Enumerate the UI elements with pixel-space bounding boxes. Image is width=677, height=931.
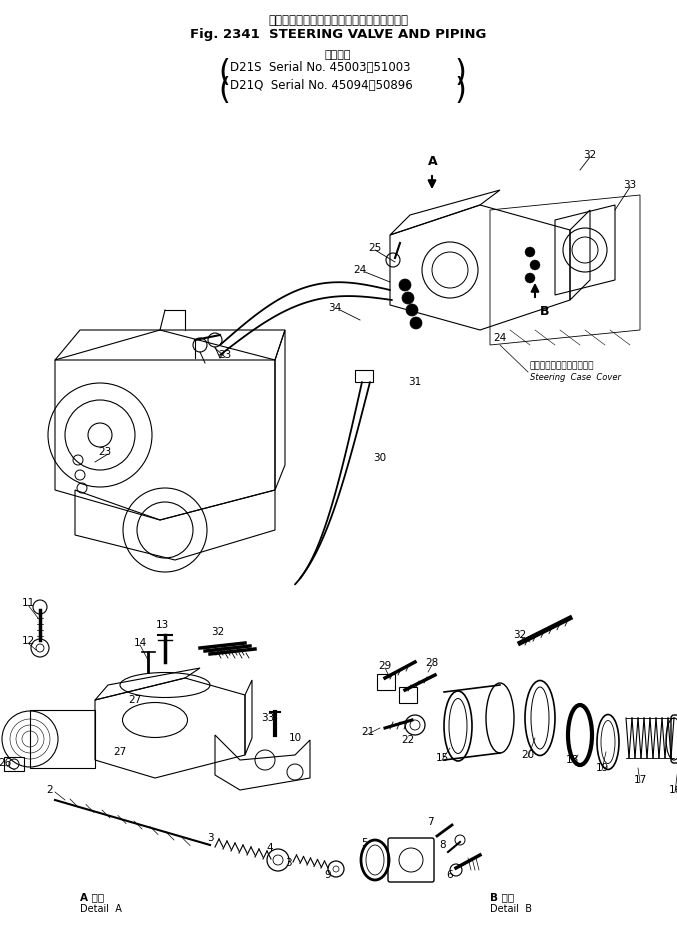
Text: 27: 27 xyxy=(129,695,141,705)
Text: A: A xyxy=(428,155,437,168)
Text: ステアリング　バルブ　および　パイピング: ステアリング バルブ および パイピング xyxy=(268,14,408,27)
Text: 15: 15 xyxy=(435,753,449,763)
Text: 12: 12 xyxy=(22,636,35,646)
Text: (: ( xyxy=(218,76,230,105)
Circle shape xyxy=(525,273,535,283)
Text: 11: 11 xyxy=(22,598,35,608)
Text: ): ) xyxy=(455,76,467,105)
Text: 33: 33 xyxy=(261,713,275,723)
Text: 24: 24 xyxy=(353,265,367,275)
Text: 32: 32 xyxy=(584,150,596,160)
Text: 34: 34 xyxy=(328,303,342,313)
Text: 5: 5 xyxy=(362,838,368,848)
Text: Detail  B: Detail B xyxy=(490,904,532,914)
Text: 22: 22 xyxy=(401,735,414,745)
Text: 3: 3 xyxy=(285,858,291,868)
Circle shape xyxy=(406,304,418,316)
Text: 6: 6 xyxy=(447,870,454,880)
Text: 31: 31 xyxy=(408,377,422,387)
Text: 19: 19 xyxy=(595,763,609,773)
Text: 21: 21 xyxy=(362,727,374,737)
Text: D21S  Serial No. 45003～51003: D21S Serial No. 45003～51003 xyxy=(230,61,410,74)
Text: 7: 7 xyxy=(427,817,433,827)
Text: 17: 17 xyxy=(634,775,647,785)
Text: 29: 29 xyxy=(378,661,391,671)
Text: 24: 24 xyxy=(494,333,506,343)
Text: 13: 13 xyxy=(156,620,169,630)
Text: 16: 16 xyxy=(668,785,677,795)
Text: 2: 2 xyxy=(47,785,53,795)
Bar xyxy=(355,370,373,382)
Text: B 詳細: B 詳細 xyxy=(490,892,514,902)
Circle shape xyxy=(402,292,414,304)
Text: 9: 9 xyxy=(325,870,331,880)
Text: (: ( xyxy=(218,58,230,87)
Circle shape xyxy=(399,279,411,291)
Text: 25: 25 xyxy=(368,243,382,253)
Text: 適用号機: 適用号機 xyxy=(325,50,351,60)
Text: Steering  Case  Cover: Steering Case Cover xyxy=(530,373,621,382)
Text: 27: 27 xyxy=(113,747,127,757)
Text: 23: 23 xyxy=(98,447,112,457)
Text: 30: 30 xyxy=(374,453,387,463)
Text: 26: 26 xyxy=(0,758,12,768)
Text: D21Q  Serial No. 45094～50896: D21Q Serial No. 45094～50896 xyxy=(230,79,413,92)
Text: 8: 8 xyxy=(439,840,446,850)
Text: 4: 4 xyxy=(267,843,274,853)
Text: ): ) xyxy=(455,58,467,87)
Text: ステアリングケースカバー: ステアリングケースカバー xyxy=(530,361,594,370)
Circle shape xyxy=(530,260,540,270)
Circle shape xyxy=(410,317,422,329)
Text: 32: 32 xyxy=(211,627,225,637)
Text: 33: 33 xyxy=(624,180,636,190)
Circle shape xyxy=(525,247,535,257)
Text: Fig. 2341  STEERING VALVE AND PIPING: Fig. 2341 STEERING VALVE AND PIPING xyxy=(190,28,486,41)
Text: 20: 20 xyxy=(521,750,535,760)
Text: 28: 28 xyxy=(425,658,439,668)
Text: 14: 14 xyxy=(133,638,147,648)
Text: Detail  A: Detail A xyxy=(80,904,122,914)
Text: 10: 10 xyxy=(288,733,301,743)
Text: 32: 32 xyxy=(513,630,527,640)
Text: 3: 3 xyxy=(206,833,213,843)
Text: 18: 18 xyxy=(565,755,579,765)
Text: 23: 23 xyxy=(219,350,232,360)
Text: A 詳細: A 詳細 xyxy=(80,892,104,902)
Text: B: B xyxy=(540,305,550,318)
